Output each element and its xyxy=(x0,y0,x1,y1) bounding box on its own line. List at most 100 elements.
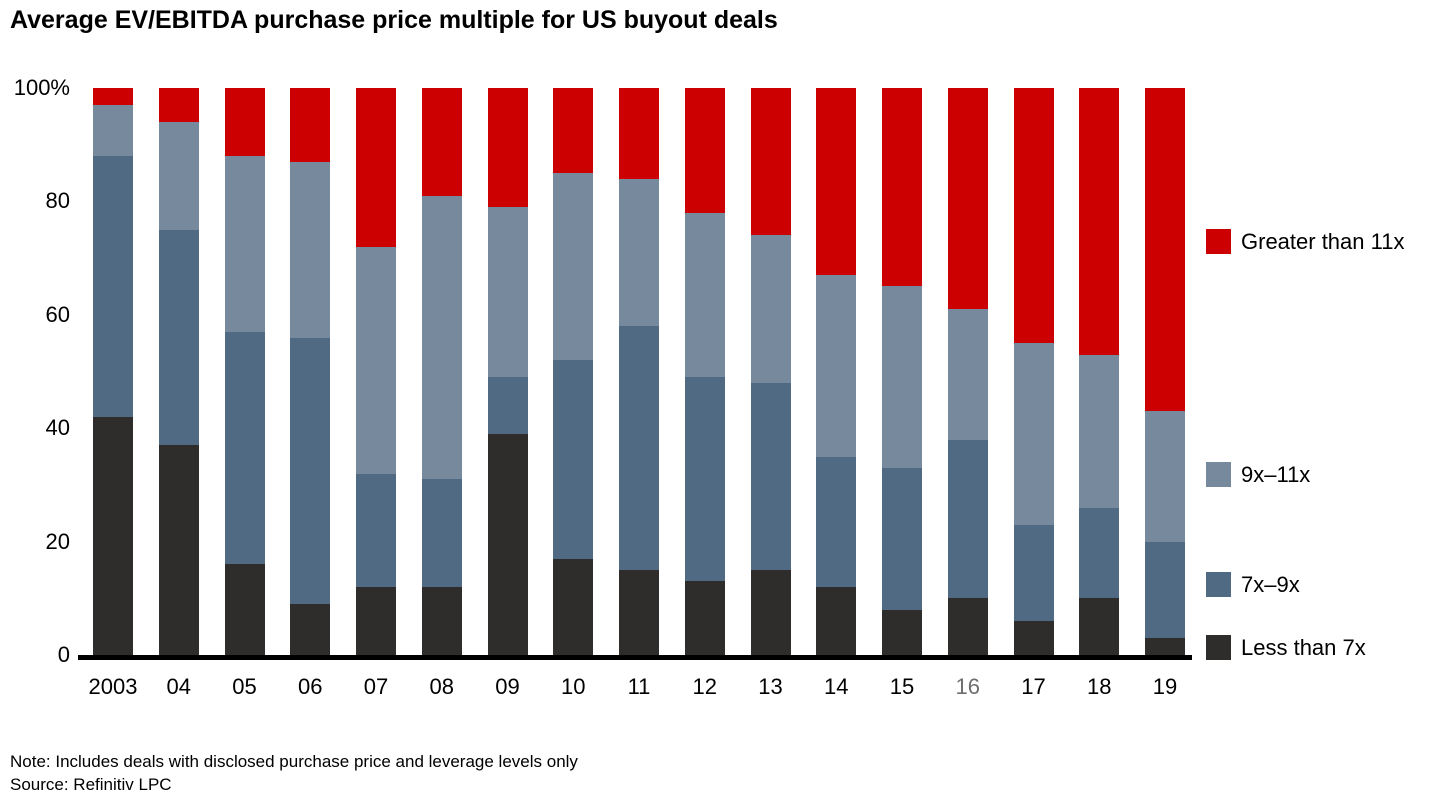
bar-segment xyxy=(882,88,922,287)
bar-segment xyxy=(750,88,791,236)
bar-segment xyxy=(421,195,462,480)
bar-segment xyxy=(487,207,528,378)
x-axis: 2003 04 05 06 07 08 09 10 11 12 13 14 15 16 17 18 19 xyxy=(88,674,1185,700)
y-tick-label: 100% xyxy=(13,75,70,100)
bar-segment xyxy=(947,439,988,599)
x-tick-label: 11 xyxy=(627,674,651,699)
bar-segment xyxy=(1079,88,1120,355)
bar-segment xyxy=(553,360,594,559)
x-tick-label: 15 xyxy=(889,674,915,699)
x-tick-label: 12 xyxy=(692,674,717,699)
bar-segment xyxy=(619,569,659,655)
bar-05 xyxy=(224,88,265,655)
bar-segment xyxy=(224,88,265,157)
bar-09 xyxy=(487,88,528,655)
bar-segment xyxy=(1145,638,1185,655)
y-tick-label: 20 xyxy=(45,528,70,554)
bar-segment xyxy=(93,88,133,106)
bar-segment xyxy=(684,581,725,655)
x-tick-label: 16 xyxy=(955,674,980,699)
bar-segment xyxy=(619,326,659,570)
legend-item-greater-than-11x: Greater than 11x xyxy=(1206,229,1404,254)
legend-label: Greater than 11x xyxy=(1241,229,1405,254)
bar-segment xyxy=(1145,541,1185,638)
bar-13 xyxy=(750,88,791,655)
bar-segment xyxy=(356,246,396,474)
bar-segment xyxy=(158,229,199,446)
bar-segment xyxy=(816,456,857,587)
bar-segment xyxy=(1079,354,1120,508)
x-tick-label: 14 xyxy=(824,674,849,699)
x-tick-label: 18 xyxy=(1087,674,1112,699)
legend-item-7x-9x: 7x–9x xyxy=(1206,572,1300,597)
bar-08 xyxy=(421,88,462,655)
x-tick-label: 08 xyxy=(429,674,454,699)
bar-segment xyxy=(421,479,462,587)
bar-19 xyxy=(1145,88,1185,655)
bar-segment xyxy=(290,337,331,604)
bar-segment xyxy=(1013,524,1054,621)
y-tick-label: 40 xyxy=(45,415,70,441)
legend-label: 7x–9x xyxy=(1241,572,1300,597)
bar-15 xyxy=(882,88,922,655)
bar-segment xyxy=(290,603,331,655)
bar-04 xyxy=(158,88,199,655)
bar-segment xyxy=(224,564,265,655)
bar-segment xyxy=(684,377,725,582)
bar-segment xyxy=(816,88,857,276)
x-tick-label: 04 xyxy=(166,674,191,699)
bar-segment xyxy=(1013,343,1054,525)
legend-item-less-than-7x: Less than 7x xyxy=(1206,635,1366,660)
bar-segment xyxy=(224,156,265,332)
bar-segment xyxy=(882,467,922,610)
x-tick-label: 07 xyxy=(363,674,389,699)
chart-source: Source: Refinitiv LPC xyxy=(10,775,172,794)
bar-06 xyxy=(290,88,331,655)
bar-segment xyxy=(356,88,396,247)
bar-segment xyxy=(93,156,133,417)
bar-segment xyxy=(684,88,725,213)
plot-area xyxy=(93,88,1185,655)
x-tick-label: 10 xyxy=(561,674,586,699)
bar-2003 xyxy=(93,88,133,655)
x-tick-label: 05 xyxy=(232,674,257,699)
bar-segment xyxy=(487,433,528,655)
bar-10 xyxy=(553,88,594,655)
bar-segment xyxy=(1013,88,1054,344)
x-tick-label: 13 xyxy=(758,674,783,699)
bar-segment xyxy=(816,275,857,457)
bar-segment xyxy=(290,161,331,338)
bar-segment xyxy=(93,105,133,157)
bar-segment xyxy=(158,122,199,230)
bar-segment xyxy=(487,88,528,208)
bar-segment xyxy=(1079,598,1120,655)
bar-segment xyxy=(619,178,659,327)
bar-segment xyxy=(224,331,265,565)
x-tick-label: 2003 xyxy=(88,674,138,699)
bar-segment xyxy=(1013,620,1054,655)
chart-title: Average EV/EBITDA purchase price multipl… xyxy=(10,6,778,34)
bar-segment xyxy=(1145,88,1185,412)
bar-14 xyxy=(816,88,857,655)
bar-11 xyxy=(619,88,659,655)
bar-segment xyxy=(882,286,922,468)
y-tick-label: 0 xyxy=(57,641,70,667)
x-tick-label: 17 xyxy=(1021,674,1046,699)
x-tick-label: 06 xyxy=(298,674,323,699)
bar-segment xyxy=(947,309,988,440)
bar-segment xyxy=(553,558,594,655)
bar-segment xyxy=(1079,507,1120,599)
bar-segment xyxy=(290,88,331,162)
x-axis-line xyxy=(78,655,1192,660)
legend-swatch-greater-than-11x xyxy=(1206,229,1231,254)
bar-segment xyxy=(947,88,988,310)
bar-12 xyxy=(684,88,725,655)
bar-segment xyxy=(93,416,133,655)
bar-segment xyxy=(619,88,659,179)
bar-segment xyxy=(947,598,988,655)
bar-segment xyxy=(553,88,594,174)
bar-segment xyxy=(684,212,725,378)
bar-segment xyxy=(816,586,857,655)
legend-item-9x-11x: 9x–11x xyxy=(1206,462,1310,487)
legend-swatch-less-than-7x xyxy=(1206,635,1231,660)
